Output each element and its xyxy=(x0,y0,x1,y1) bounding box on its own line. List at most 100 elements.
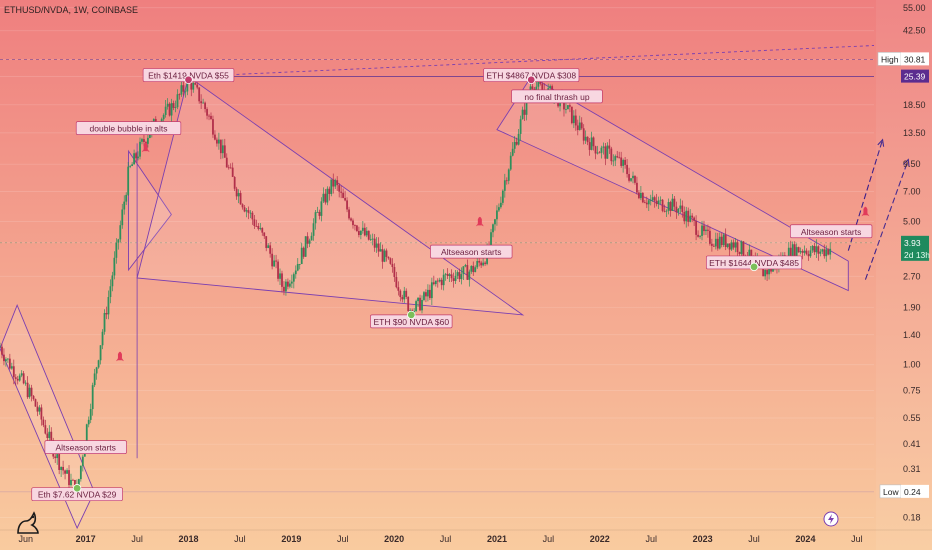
annotation-text: Eth $7.62 NVDA $29 xyxy=(38,490,117,500)
candle-body xyxy=(791,244,794,260)
candle-body xyxy=(198,87,201,102)
candle-body xyxy=(344,197,346,201)
candle-body xyxy=(318,211,321,216)
candle-body xyxy=(387,256,390,259)
candle-body xyxy=(507,169,510,181)
chart-title: ETHUSD/NVDA, 1W, COINBASE xyxy=(4,5,138,15)
candle-body xyxy=(379,249,382,252)
candle-body xyxy=(466,265,469,280)
x-tick-label: Jul xyxy=(543,534,555,544)
lightning-icon[interactable] xyxy=(823,511,839,527)
candle-body xyxy=(434,280,437,285)
candle-body xyxy=(229,167,232,169)
candle-body xyxy=(428,289,431,299)
candle-body xyxy=(312,223,315,236)
candle-body xyxy=(56,454,59,459)
candle-body xyxy=(574,115,577,126)
candle-body xyxy=(212,119,214,135)
candle-body xyxy=(306,236,309,244)
candle-body xyxy=(610,148,613,162)
candle-body xyxy=(30,387,33,396)
candle-body xyxy=(8,358,11,369)
candle-body xyxy=(267,245,270,248)
projection-arrow-2 xyxy=(864,159,909,280)
candle-body xyxy=(689,215,692,222)
candle-body xyxy=(397,287,400,291)
candle-body xyxy=(724,234,727,248)
candle-body xyxy=(367,230,370,240)
candle-body xyxy=(673,198,676,207)
annotation-text: Altseason starts xyxy=(441,247,501,257)
candle-body xyxy=(531,86,534,89)
candle-body xyxy=(732,242,735,248)
candle-body xyxy=(36,406,39,412)
candle-body xyxy=(460,274,463,280)
candle-body xyxy=(377,243,380,252)
candle-body xyxy=(135,153,137,159)
y-axis-bg xyxy=(876,0,932,550)
rocket-icon xyxy=(141,142,150,153)
candle-body xyxy=(470,265,473,272)
tradingview-logo-icon[interactable] xyxy=(17,511,39,534)
candle-body xyxy=(395,277,398,288)
candle-body xyxy=(3,354,5,362)
candle-body xyxy=(316,211,319,213)
candle-body xyxy=(716,238,719,249)
candle-body xyxy=(237,193,240,197)
candle-body xyxy=(217,139,220,144)
y-tick-label: 2.70 xyxy=(903,271,921,281)
annotation-text: Altseason starts xyxy=(55,443,115,453)
candle-body xyxy=(417,297,419,302)
candle-body xyxy=(259,227,262,229)
candle-body xyxy=(726,243,729,248)
candle-body xyxy=(326,188,329,203)
candle-body xyxy=(608,145,611,149)
candle-body xyxy=(247,210,250,213)
candle-body xyxy=(391,263,394,268)
candle-body xyxy=(219,139,222,154)
candle-body xyxy=(675,206,678,213)
candle-body xyxy=(513,142,516,149)
annotation-box xyxy=(430,244,513,259)
candle-body xyxy=(22,373,25,384)
candle-body xyxy=(823,249,826,257)
candle-body xyxy=(645,202,648,205)
candle-body xyxy=(509,155,512,170)
candle-body xyxy=(710,243,713,246)
candle-body xyxy=(657,200,660,205)
candle-body xyxy=(705,229,707,232)
candle-body xyxy=(271,253,274,267)
candle-body xyxy=(813,245,816,253)
candle-body xyxy=(482,262,485,266)
candle-body xyxy=(32,395,35,400)
candle-body xyxy=(632,175,634,179)
candle-body xyxy=(669,202,672,211)
candle-body xyxy=(166,103,169,107)
candle-body xyxy=(720,236,723,246)
y-tick-label: 1.40 xyxy=(903,330,921,340)
candle-body xyxy=(523,109,526,115)
candle-body xyxy=(537,80,540,87)
candle-body xyxy=(393,267,396,278)
candle-body xyxy=(730,242,733,250)
candle-body xyxy=(448,274,451,276)
x-tick-label: Jul xyxy=(234,534,246,544)
candle-body xyxy=(620,157,623,166)
candle-body xyxy=(164,106,167,115)
candle-body xyxy=(474,267,477,273)
line-value-badge-text: 25.39 xyxy=(904,72,926,82)
markers xyxy=(72,75,870,493)
candle-body xyxy=(677,208,680,213)
candle-body xyxy=(103,313,106,332)
candle-body xyxy=(223,145,226,158)
candle-body xyxy=(194,83,197,85)
projection-arrow-1-head xyxy=(877,138,885,147)
annotation-text: no final thrash up xyxy=(524,92,589,102)
candle-body xyxy=(70,479,72,486)
candle-body xyxy=(85,424,88,446)
candle-body xyxy=(93,373,96,386)
candle-body xyxy=(170,103,173,116)
candle-body xyxy=(0,346,1,348)
candle-body xyxy=(604,146,607,159)
